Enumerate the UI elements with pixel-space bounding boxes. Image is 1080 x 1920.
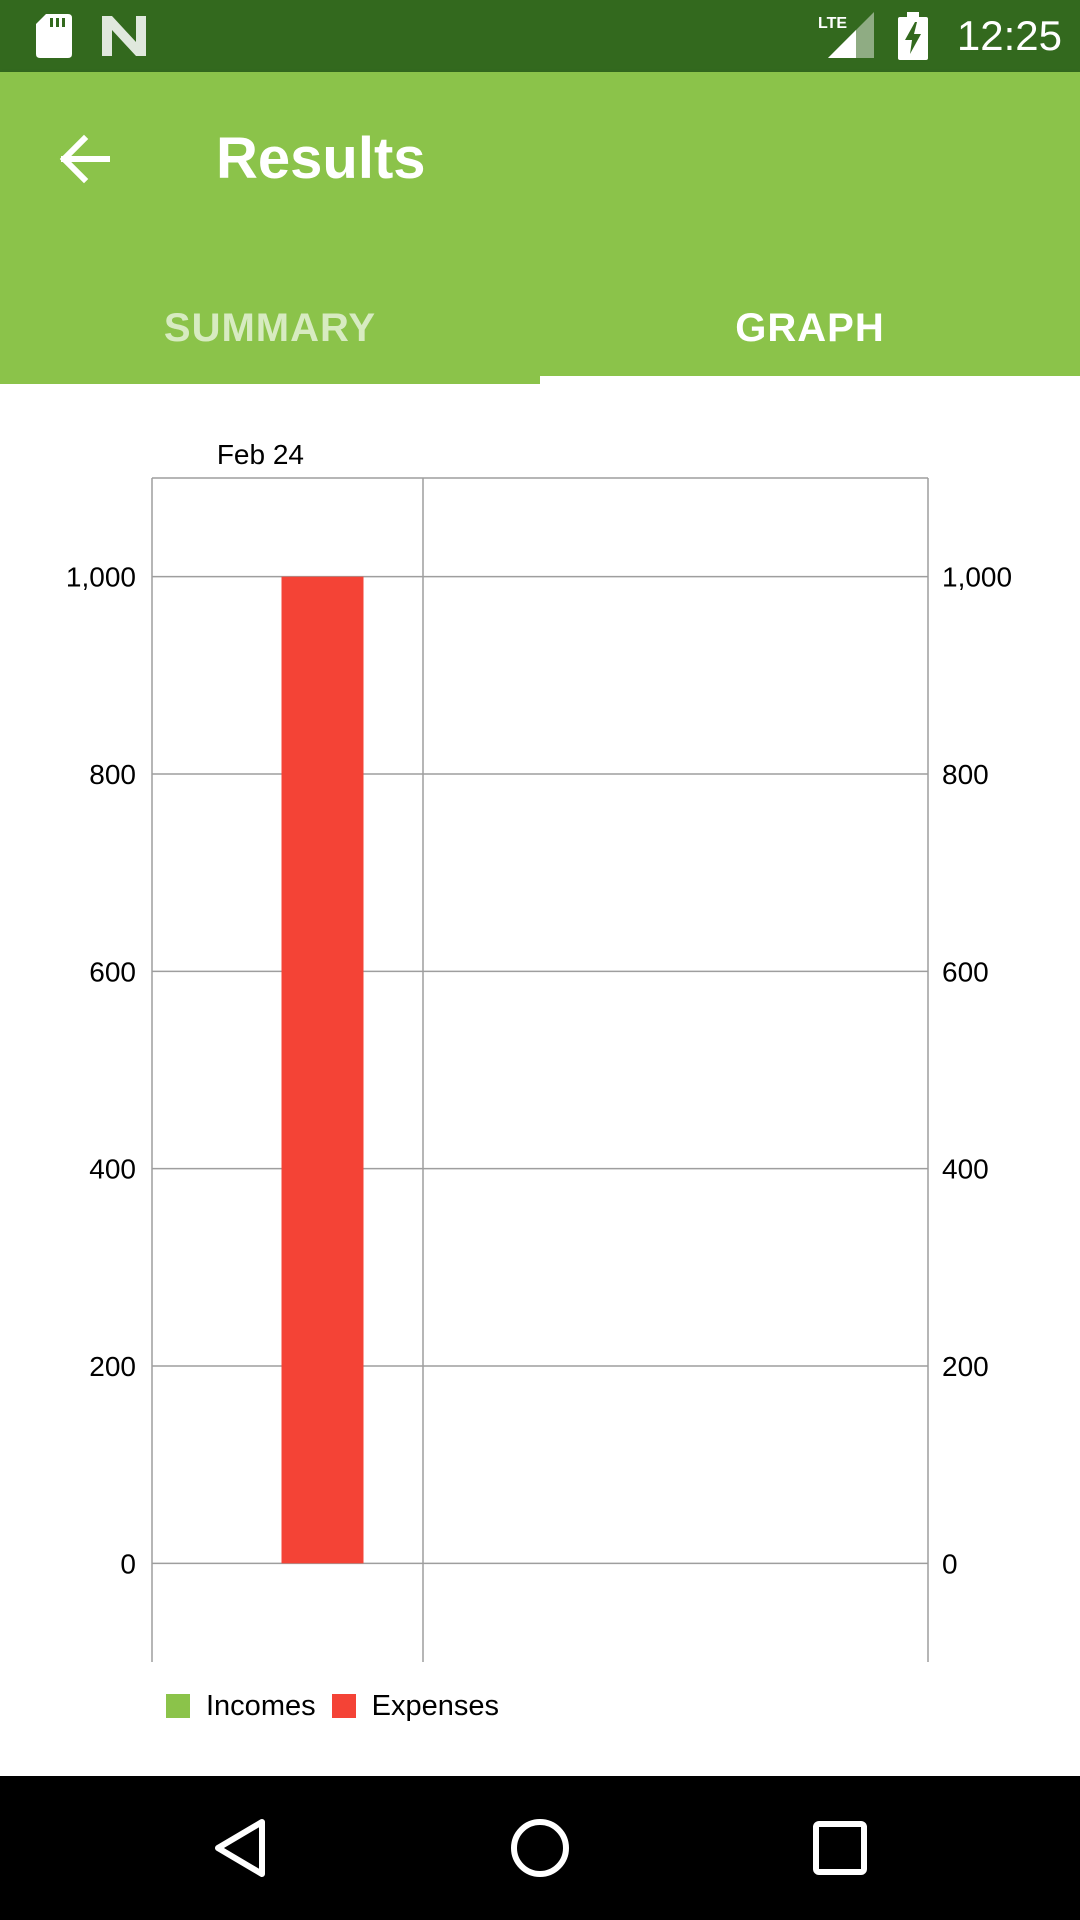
y-tick-label-right: 1,000 (942, 562, 1012, 593)
recents-square-icon (813, 1821, 867, 1875)
status-clock: 12:25 (956, 12, 1062, 59)
legend-entry-incomes: Incomes (166, 1690, 316, 1723)
chart-legend: Incomes Expenses (166, 1690, 515, 1722)
tab-summary[interactable]: SUMMARY (0, 272, 540, 384)
legend-swatch-expenses (331, 1694, 356, 1718)
y-tick-label-left: 400 (89, 1154, 136, 1185)
legend-swatch-incomes (166, 1694, 190, 1718)
y-tick-label-right: 400 (942, 1154, 989, 1185)
y-tick-label-right: 200 (942, 1351, 989, 1382)
nav-recents-button[interactable] (790, 1798, 890, 1898)
y-tick-label-left: 200 (89, 1351, 136, 1382)
chart-area: 0 0 200 200 400 400 600 600 800 800 1,000 1,000 Feb … (0, 384, 1080, 1776)
n-icon (102, 16, 146, 56)
back-button[interactable] (44, 119, 124, 199)
lte-signal-icon: LTE (818, 12, 874, 58)
tab-graph[interactable]: GRAPH (540, 272, 1080, 384)
battery-charging-icon (898, 12, 928, 60)
y-tick-label-left: 600 (89, 956, 136, 987)
nav-home-button[interactable] (490, 1798, 590, 1898)
sd-card-icon (36, 14, 72, 58)
tab-indicator (540, 376, 1080, 384)
legend-label-expenses: Expenses (371, 1689, 499, 1722)
page-title: Results (216, 126, 426, 191)
y-tick-label-left: 1,000 (66, 562, 136, 593)
bar-chart: 0 0 200 200 400 400 600 600 800 800 1,000 1,000 Feb … (66, 439, 1012, 1662)
bar-expenses (281, 576, 364, 1564)
status-bar: LTE 12:25 (0, 0, 1080, 72)
back-triangle-icon (215, 1819, 265, 1877)
arrow-back-icon (59, 134, 110, 184)
tab-summary-label: SUMMARY (163, 305, 377, 350)
y-tick-label-right: 600 (942, 956, 989, 987)
legend-label-incomes: Incomes (206, 1689, 316, 1722)
home-circle-icon (511, 1819, 569, 1877)
y-tick-label-left: 800 (89, 759, 136, 790)
lte-label: LTE (818, 15, 847, 32)
y-tick-label-right: 800 (942, 759, 989, 790)
navigation-bar (0, 1776, 1080, 1920)
app-bar: Results SUMMARY GRAPH (0, 72, 1080, 384)
nav-back-button[interactable] (190, 1798, 290, 1898)
tab-graph-label: GRAPH (735, 305, 885, 350)
y-tick-label-left: 0 (120, 1548, 136, 1579)
y-tick-label-right: 0 (942, 1548, 958, 1579)
x-category-label: Feb 24 (217, 439, 304, 470)
legend-entry-expenses: Expenses (331, 1689, 499, 1723)
